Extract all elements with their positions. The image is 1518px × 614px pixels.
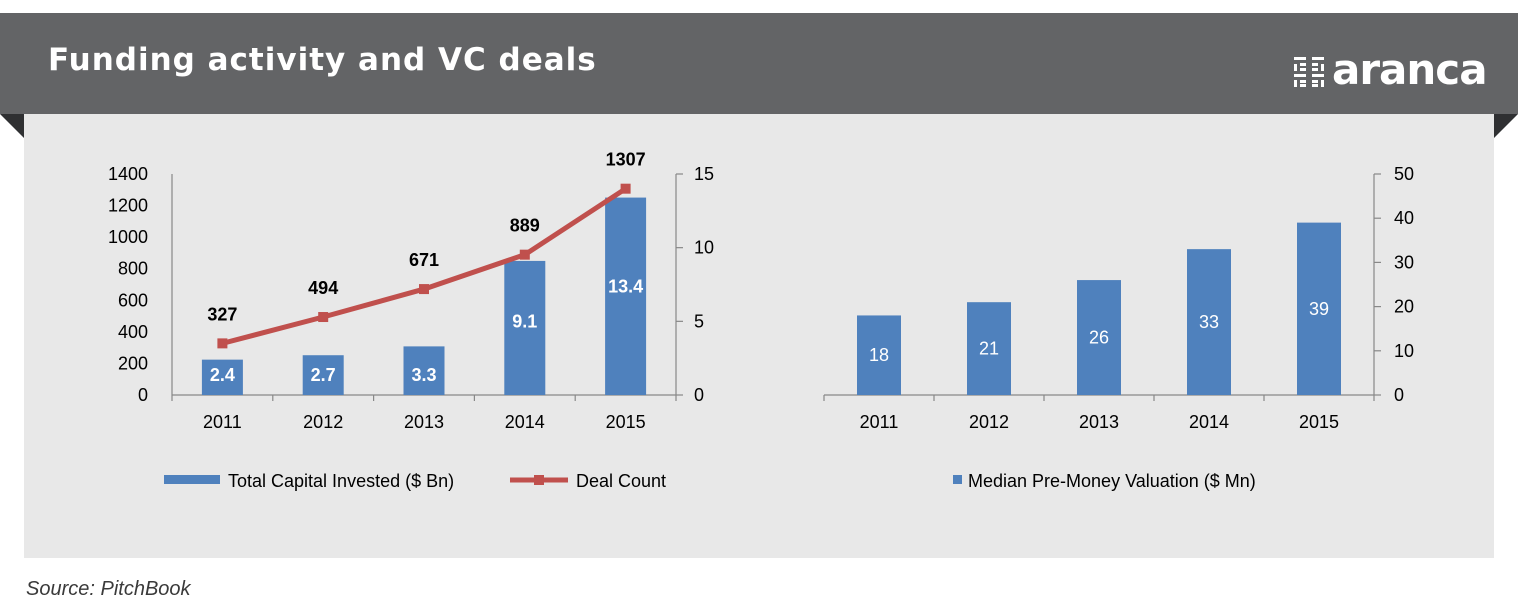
chart2-right-tick-label: 40	[1394, 208, 1414, 228]
chart1-x-tick-label: 2015	[606, 412, 646, 432]
chart2-right-tick-label: 20	[1394, 297, 1414, 317]
chart2-legend-label: Median Pre-Money Valuation ($ Mn)	[968, 471, 1256, 491]
source-note: Source: PitchBook	[26, 578, 191, 600]
chart1-left-tick-label: 200	[118, 353, 148, 373]
chart1-bar-label: 3.3	[411, 365, 436, 385]
chart1-bar	[605, 197, 647, 395]
chart2-bar	[857, 315, 901, 395]
chart2-x-tick-label: 2011	[860, 412, 899, 432]
chart1-legend-bar-swatch	[164, 475, 220, 484]
chart2-x-tick-label: 2013	[1079, 412, 1119, 432]
chart1-bar-label: 2.7	[311, 365, 336, 385]
chart1-left-tick-label: 1000	[108, 227, 148, 247]
chart1-right-tick-label: 15	[694, 164, 714, 184]
chart1-left-tick-label: 1200	[108, 196, 148, 216]
chart2-bar-label: 26	[1089, 328, 1109, 348]
chart2-bar	[1297, 222, 1341, 395]
header-banner: Funding activity and VC deals aranca	[0, 13, 1518, 114]
chart1-left-tick-label: 400	[118, 322, 148, 342]
chart1-bar	[403, 346, 445, 395]
chart2-bar-label: 39	[1309, 299, 1329, 319]
chart1-left-tick-label: 600	[118, 290, 148, 310]
chart2-legend-swatch	[953, 475, 962, 484]
chart2-bar-label: 18	[869, 345, 889, 365]
chart1-line-label: 494	[308, 278, 338, 298]
chart1-right-tick-label: 0	[694, 385, 704, 405]
chart1-bar-label: 2.4	[210, 365, 235, 385]
chart2-bar	[1077, 280, 1121, 395]
chart2-right-tick-label: 0	[1394, 385, 1404, 405]
chart1-left-tick-label: 800	[118, 259, 148, 279]
chart2-right-tick-label: 50	[1394, 164, 1414, 184]
chart2-right-tick-label: 30	[1394, 252, 1414, 272]
chart1-bar	[504, 260, 546, 395]
chart1-x-tick-label: 2011	[203, 412, 242, 432]
banner-fold-right	[1494, 114, 1518, 138]
chart1-x-tick-label: 2014	[505, 412, 545, 432]
logo-text: aranca	[1332, 45, 1488, 94]
chart1-legend-line-marker	[534, 475, 544, 485]
chart2-bar-label: 33	[1199, 312, 1219, 332]
chart1-bar	[201, 359, 243, 395]
logo-mark-icon	[1294, 57, 1324, 87]
chart1-line-point	[419, 284, 429, 295]
chart1-bar	[302, 355, 344, 395]
chart1-line-label: 1307	[606, 150, 646, 170]
chart1-bar-label: 13.4	[608, 276, 643, 296]
chart1-right-tick-label: 10	[694, 238, 714, 258]
chart1-legend-bar-label: Total Capital Invested ($ Bn)	[228, 471, 454, 491]
chart1-right-tick-label: 5	[694, 311, 704, 331]
chart1-line-label: 327	[207, 304, 237, 324]
banner-fold-left	[0, 114, 24, 138]
chart1-legend-line-label: Deal Count	[576, 471, 666, 491]
chart1-x-tick-label: 2013	[404, 412, 444, 432]
chart1-line-point	[217, 338, 228, 349]
chart2-x-tick-label: 2014	[1189, 412, 1229, 432]
chart1-line-point	[318, 312, 329, 323]
chart1-bar-label: 9.1	[512, 311, 537, 331]
chart2-bar-label: 21	[979, 339, 999, 359]
chart2-x-tick-label: 2012	[969, 412, 1009, 432]
chart1-line-point	[620, 183, 631, 194]
chart2-x-tick-label: 2015	[1299, 412, 1339, 432]
chart1-left-tick-label: 0	[138, 385, 148, 405]
chart1-line-label: 889	[510, 216, 540, 236]
chart-panel	[24, 114, 1494, 558]
chart1-line-label: 671	[409, 250, 439, 270]
chart2-bar	[1187, 249, 1231, 395]
chart1-left-tick-label: 1400	[108, 164, 148, 184]
chart1-line-point	[519, 249, 530, 260]
page-title: Funding activity and VC deals	[48, 42, 597, 78]
chart2-right-tick-label: 10	[1394, 341, 1414, 361]
chart1-x-tick-label: 2012	[303, 412, 343, 432]
chart2-bar	[967, 302, 1011, 395]
